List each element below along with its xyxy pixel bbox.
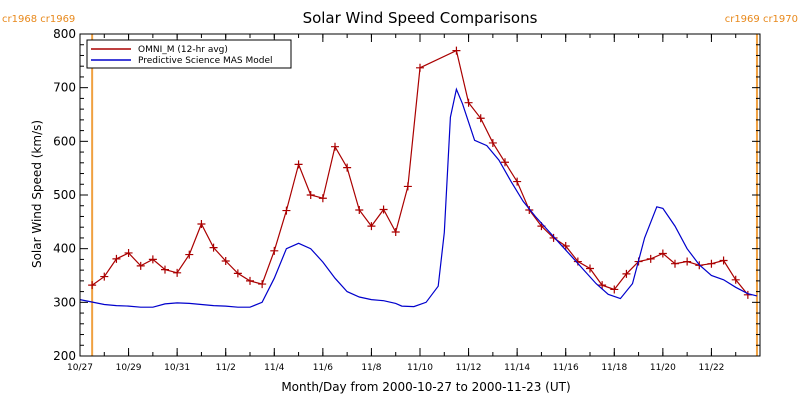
data-point-marker: [646, 254, 655, 263]
data-point-marker: [391, 228, 400, 237]
data-point-marker: [88, 281, 97, 290]
data-point-marker: [707, 259, 716, 268]
carrington-rotation-label: cr1968 cr1969: [2, 14, 75, 25]
data-point-marker: [246, 276, 254, 285]
data-point-marker: [258, 280, 267, 289]
data-point-marker: [148, 255, 157, 264]
data-point-marker: [100, 272, 109, 281]
series-line-omni: [91, 49, 749, 296]
x-axis-label: Month/Day from 2000-10-27 to 2000-11-23 …: [281, 380, 570, 394]
data-point-marker: [233, 269, 242, 278]
data-point-marker: [658, 249, 667, 258]
data-point-marker: [355, 206, 364, 215]
data-point-marker: [586, 264, 594, 273]
x-tick-label: 11/14: [504, 363, 530, 373]
y-tick-label: 700: [53, 81, 76, 95]
x-tick-label: 11/22: [698, 363, 724, 373]
x-tick-label: 11/4: [264, 363, 284, 373]
x-tick-label: 10/31: [164, 363, 190, 373]
y-tick-label: 800: [53, 27, 76, 41]
legend-box: [86, 39, 292, 69]
data-point-marker: [549, 233, 558, 242]
y-tick-label: 500: [53, 188, 76, 202]
x-tick-label: 11/20: [650, 363, 676, 373]
data-point-marker: [343, 163, 352, 172]
data-point-marker: [561, 241, 570, 250]
x-tick-label: 11/12: [456, 363, 482, 373]
plot-frame: [79, 33, 761, 357]
data-point-marker: [476, 114, 485, 123]
x-tick-label: 10/27: [67, 363, 93, 373]
y-tick-label: 300: [53, 295, 76, 309]
y-tick-label: 600: [53, 134, 76, 148]
x-tick-label: 11/16: [553, 363, 579, 373]
y-tick-label: 200: [53, 349, 76, 363]
data-point-marker: [488, 138, 497, 147]
y-tick-label: 400: [53, 242, 76, 256]
data-point-marker: [173, 268, 182, 277]
y-axis-label: Solar Wind Speed (km/s): [30, 120, 44, 268]
data-point-marker: [294, 160, 303, 169]
data-point-marker: [513, 177, 522, 186]
data-point-marker: [112, 254, 121, 263]
data-point-marker: [379, 205, 388, 214]
data-point-marker: [136, 261, 145, 270]
data-point-marker: [209, 243, 218, 252]
data-point-marker: [282, 206, 291, 215]
data-point-marker: [598, 281, 607, 290]
data-point-marker: [403, 182, 412, 191]
x-tick-label: 11/10: [407, 363, 433, 373]
data-point-marker: [452, 46, 461, 55]
carrington-rotation-label: cr1969 cr1970: [725, 14, 798, 25]
series-line-mas-model: [79, 87, 758, 308]
data-point-marker: [221, 257, 230, 266]
data-point-marker: [270, 246, 279, 255]
data-point-marker: [622, 269, 631, 278]
x-tick-label: 10/29: [116, 363, 142, 373]
data-point-marker: [683, 257, 692, 266]
chart-title: Solar Wind Speed Comparisons: [303, 9, 538, 27]
legend-label: Predictive Science MAS Model: [138, 56, 273, 66]
data-point-marker: [671, 259, 679, 268]
data-point-marker: [318, 194, 327, 203]
legend-label: OMNI_M (12-hr avg): [138, 45, 228, 55]
x-tick-label: 11/8: [361, 363, 381, 373]
data-point-marker: [501, 158, 509, 167]
x-tick-label: 11/18: [601, 363, 627, 373]
data-point-marker: [197, 219, 206, 228]
data-point-marker: [161, 265, 169, 274]
data-point-marker: [525, 206, 534, 215]
data-point-marker: [731, 275, 740, 284]
x-tick-label: 11/6: [313, 363, 333, 373]
data-point-marker: [610, 285, 619, 294]
data-point-marker: [331, 142, 339, 151]
data-point-marker: [719, 256, 728, 265]
data-point-marker: [367, 222, 376, 231]
x-tick-label: 11/2: [216, 363, 236, 373]
data-point-marker: [124, 248, 133, 257]
data-point-marker: [185, 250, 194, 259]
data-point-marker: [416, 63, 424, 72]
data-point-marker: [464, 98, 473, 107]
data-point-marker: [306, 191, 315, 199]
